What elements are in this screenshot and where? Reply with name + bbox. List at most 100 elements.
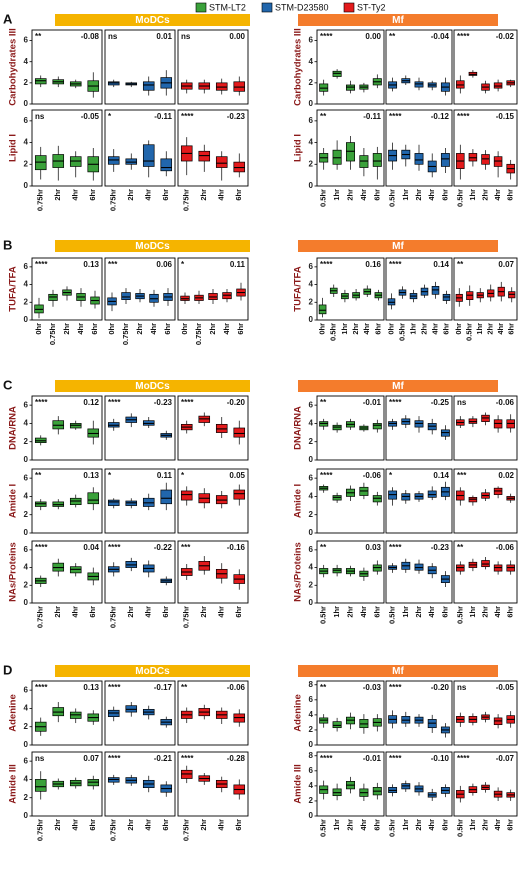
plot-frame	[31, 680, 103, 746]
correlation: -0.08	[81, 32, 100, 41]
y-tick-label: 2	[24, 793, 29, 802]
y-axis-label: NAs/Proteins	[293, 542, 304, 602]
significance: ****	[389, 683, 402, 692]
correlation: 0.04	[83, 543, 99, 552]
y-axis-label: Carbohydrates III	[8, 28, 19, 106]
x-tick-label: 0.5hr	[329, 323, 338, 341]
x-tick-label: 0.5hr	[388, 819, 397, 837]
y-tick-label: 4	[24, 704, 29, 713]
plot-frame	[453, 109, 518, 187]
y-tick-label: 0	[24, 740, 29, 749]
significance: ns	[108, 32, 118, 41]
significance: ****	[389, 754, 402, 763]
x-tick-label: 2hr	[199, 189, 208, 201]
x-tick-label: 4hr	[144, 189, 153, 201]
correlation: -0.23	[227, 112, 246, 121]
y-tick-label: 4	[24, 563, 29, 572]
section-letter: A	[3, 11, 13, 26]
plot-frame	[385, 751, 453, 817]
plot-frame	[385, 257, 453, 321]
significance: ****	[389, 112, 402, 121]
significance: ****	[389, 260, 402, 269]
x-tick-label: 1hr	[401, 819, 410, 831]
y-tick-label: 2	[24, 297, 29, 306]
significance: ***	[181, 543, 191, 552]
box	[121, 292, 131, 300]
x-tick-label: 2hr	[414, 189, 423, 201]
y-tick-label: 4	[309, 492, 314, 501]
panel-header	[55, 380, 250, 392]
y-tick-label: 4	[24, 492, 29, 501]
x-tick-label: 4hr	[362, 323, 371, 335]
x-tick-label: 2hr	[199, 606, 208, 618]
plot-frame	[316, 680, 385, 746]
correlation: -0.04	[431, 32, 450, 41]
y-tick-label: 6	[24, 36, 29, 45]
x-tick-label: 4hr	[222, 323, 231, 335]
x-tick-label: 0.75hr	[109, 819, 118, 841]
plot-frame	[316, 109, 385, 187]
box	[107, 499, 120, 506]
x-tick-label: 2hr	[199, 819, 208, 831]
y-tick-label: 0	[24, 99, 29, 108]
x-tick-label: 1hr	[401, 606, 410, 618]
x-tick-label: 6hr	[234, 606, 243, 618]
correlation: -0.05	[496, 683, 515, 692]
plot-frame	[177, 751, 249, 817]
y-tick-label: 4	[24, 280, 29, 289]
plot-frame	[177, 109, 249, 187]
y-axis-label: Amide III	[293, 764, 304, 804]
panel-header-label: Mf	[392, 381, 404, 392]
correlation: 0.02	[498, 471, 514, 480]
y-tick-label: 6	[309, 36, 314, 45]
x-tick-label: 6hr	[88, 189, 97, 201]
section-letter: D	[3, 662, 12, 677]
significance: ****	[35, 543, 48, 552]
x-tick-label: 4hr	[71, 819, 80, 831]
significance: *	[108, 112, 112, 121]
x-tick-label: 1hr	[468, 606, 477, 618]
x-tick-label: 0.5hr	[319, 189, 328, 207]
correlation: -0.02	[496, 32, 515, 41]
panel-header	[298, 665, 498, 677]
significance: ****	[181, 398, 194, 407]
x-tick-label: 1hr	[332, 189, 341, 201]
x-tick-label: 1hr	[401, 189, 410, 201]
x-tick-label: 6hr	[372, 606, 381, 618]
significance: **	[457, 543, 464, 552]
correlation: 0.07	[83, 754, 99, 763]
x-tick-label: 6hr	[161, 189, 170, 201]
plot-frame	[385, 109, 453, 187]
plot-frame	[453, 468, 518, 534]
significance: ****	[320, 754, 333, 763]
y-tick-label: 2	[309, 725, 314, 734]
panel-header	[55, 665, 250, 677]
y-tick-label: 0	[309, 740, 314, 749]
panel-header-label: MoDCs	[135, 15, 170, 26]
x-tick-label: 4hr	[496, 323, 505, 335]
x-tick-label: 2hr	[126, 819, 135, 831]
y-tick-label: 4	[309, 57, 314, 66]
x-tick-label: 0hr	[454, 323, 463, 335]
y-tick-label: 0	[24, 315, 29, 324]
y-tick-label: 0	[24, 811, 29, 820]
plot-frame	[316, 257, 385, 321]
x-tick-label: 6hr	[372, 819, 381, 831]
x-tick-label: 0.5hr	[388, 606, 397, 624]
box	[160, 489, 173, 505]
significance: ****	[457, 32, 470, 41]
significance: ****	[389, 543, 402, 552]
plot-frame	[31, 109, 103, 187]
y-tick-label: 6	[309, 473, 314, 482]
y-axis-label: Adenine	[293, 694, 304, 731]
plot-frame	[453, 680, 518, 746]
plot-frame	[316, 468, 385, 534]
plot-frame	[177, 257, 249, 321]
x-tick-label: 1hr	[332, 819, 341, 831]
x-tick-label: 4hr	[359, 606, 368, 618]
box	[180, 490, 193, 501]
panel-header-label: Mf	[392, 666, 404, 677]
x-tick-label: 0.75hr	[182, 189, 191, 211]
y-tick-label: 4	[24, 775, 29, 784]
x-tick-label: 0hr	[107, 323, 116, 335]
